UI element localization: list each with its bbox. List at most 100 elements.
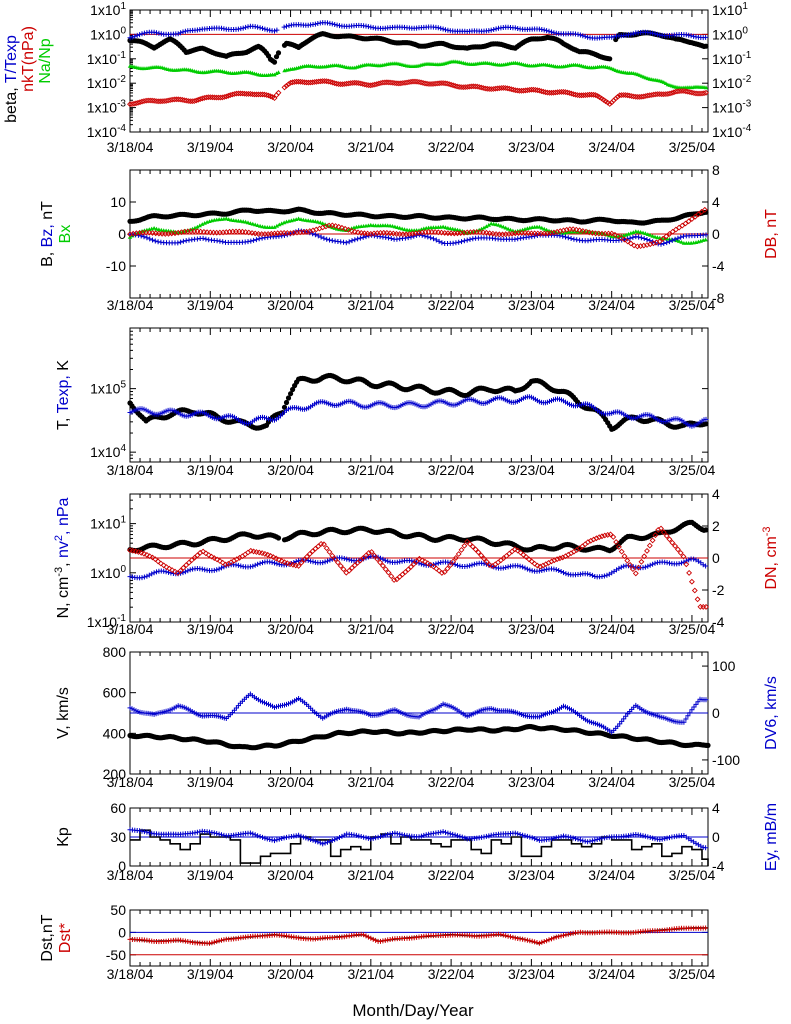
nkt-npa--point [301, 79, 308, 86]
dn-point [160, 562, 167, 569]
nv2-point [252, 562, 258, 568]
nkt-npa--point [181, 97, 188, 104]
nkt-npa--point [179, 96, 186, 103]
bx-point [676, 239, 682, 243]
bz-point [315, 233, 321, 239]
bx-point [484, 224, 489, 229]
dn-point [334, 559, 341, 566]
nkt-npa--point [691, 90, 697, 97]
nkt-npa--point [209, 94, 216, 101]
t-texp-point [577, 32, 583, 38]
x-tick-label: 3/20/04 [267, 297, 314, 313]
nkt-npa--point [223, 93, 230, 100]
x-tick-label: 3/22/04 [428, 621, 475, 637]
nkt-npa--point [456, 83, 463, 90]
t-texp-point [274, 27, 280, 33]
y-tick-label: 1x10-4 [87, 123, 127, 140]
nv2-point [214, 567, 220, 573]
nv2-point [691, 556, 697, 562]
nkt-npa--point [504, 85, 511, 92]
x-tick-label: 3/18/04 [107, 462, 154, 478]
nv2-point [650, 561, 656, 567]
x-tick-label: 3/24/04 [588, 774, 635, 790]
series-nkt-npa- [127, 78, 709, 108]
nkt-npa--point [632, 93, 639, 100]
x-tick-label: 3/21/04 [347, 462, 394, 478]
nkt-npa--point [245, 90, 252, 97]
bz-point [180, 238, 186, 244]
dn-point [686, 569, 693, 576]
nv2-point [382, 557, 388, 563]
bx-point [253, 222, 258, 227]
nkt-npa--point [147, 97, 154, 104]
nkt-npa--point [526, 86, 533, 93]
nv2-point [527, 567, 533, 573]
bz-point [571, 236, 577, 242]
bx-point [202, 221, 207, 225]
db-point [329, 222, 336, 229]
nv2-point [320, 560, 326, 566]
nv2-point [141, 574, 147, 580]
y-tick-label: 1x101 [90, 515, 126, 532]
x-tick-label: 3/21/04 [347, 297, 394, 313]
bz-point [431, 236, 436, 242]
bx-point [650, 233, 655, 238]
bx-point [395, 225, 400, 229]
y-tick-label: 400 [103, 725, 127, 741]
nkt-npa--point [416, 79, 422, 85]
bx-point [643, 231, 648, 236]
x-tick-label: 3/18/04 [107, 139, 154, 155]
v-point [705, 742, 711, 749]
x-tick-label: 3/21/04 [347, 139, 394, 155]
y-right-tick-label: -4 [712, 258, 725, 274]
bz-point [144, 235, 150, 241]
nv2-point [589, 572, 595, 578]
bz-point [220, 239, 226, 245]
dn-point [385, 569, 392, 576]
nv2-point [308, 558, 314, 564]
nkt-npa--point [187, 98, 194, 105]
t-point [283, 399, 290, 406]
nkt-npa--point [195, 96, 202, 103]
y-tick-label: 1x10-2 [87, 74, 127, 91]
nv2-point [139, 575, 145, 581]
bx-point [544, 227, 549, 232]
nkt-npa--point [624, 92, 631, 99]
nkt-npa--point [353, 79, 360, 86]
nkt-npa--point [205, 94, 212, 101]
nkt-npa--point [251, 91, 258, 98]
nkt-npa--point [285, 81, 292, 88]
nkt-npa--point [656, 91, 663, 98]
ey-point [298, 833, 304, 839]
bz-point [360, 234, 366, 240]
dn-point [461, 542, 468, 549]
nkt-npa--point [215, 94, 222, 101]
t-texp-point [281, 24, 287, 30]
y-tick-label: 1x100 [90, 25, 126, 42]
t-texp-point [154, 30, 159, 36]
ey-point [303, 835, 309, 841]
nkt-npa--point [325, 78, 332, 85]
dn-point [691, 587, 698, 594]
y-right-tick-label: -100 [712, 752, 740, 768]
nv2-point [255, 561, 261, 567]
nv2-point [642, 564, 648, 570]
t-texp-point [582, 33, 588, 39]
nv2-point [216, 566, 222, 572]
t-texp-point [650, 30, 656, 36]
t-texp-point [493, 26, 499, 32]
t-texp-point [312, 21, 318, 27]
nkt-npa--point [299, 79, 306, 85]
nv2-point [647, 562, 653, 568]
nv2-point [269, 559, 275, 565]
ey-point [214, 831, 220, 836]
bx-point [250, 221, 255, 226]
nkt-npa--point [257, 91, 264, 98]
x-tick-label: 3/24/04 [588, 297, 635, 313]
t-texp-point [652, 31, 658, 37]
nkt-npa--point [695, 90, 701, 97]
nkt-npa--point [351, 79, 358, 86]
bx-point [255, 223, 260, 227]
t-texp-point [488, 27, 494, 33]
t-texp-point [260, 25, 265, 31]
